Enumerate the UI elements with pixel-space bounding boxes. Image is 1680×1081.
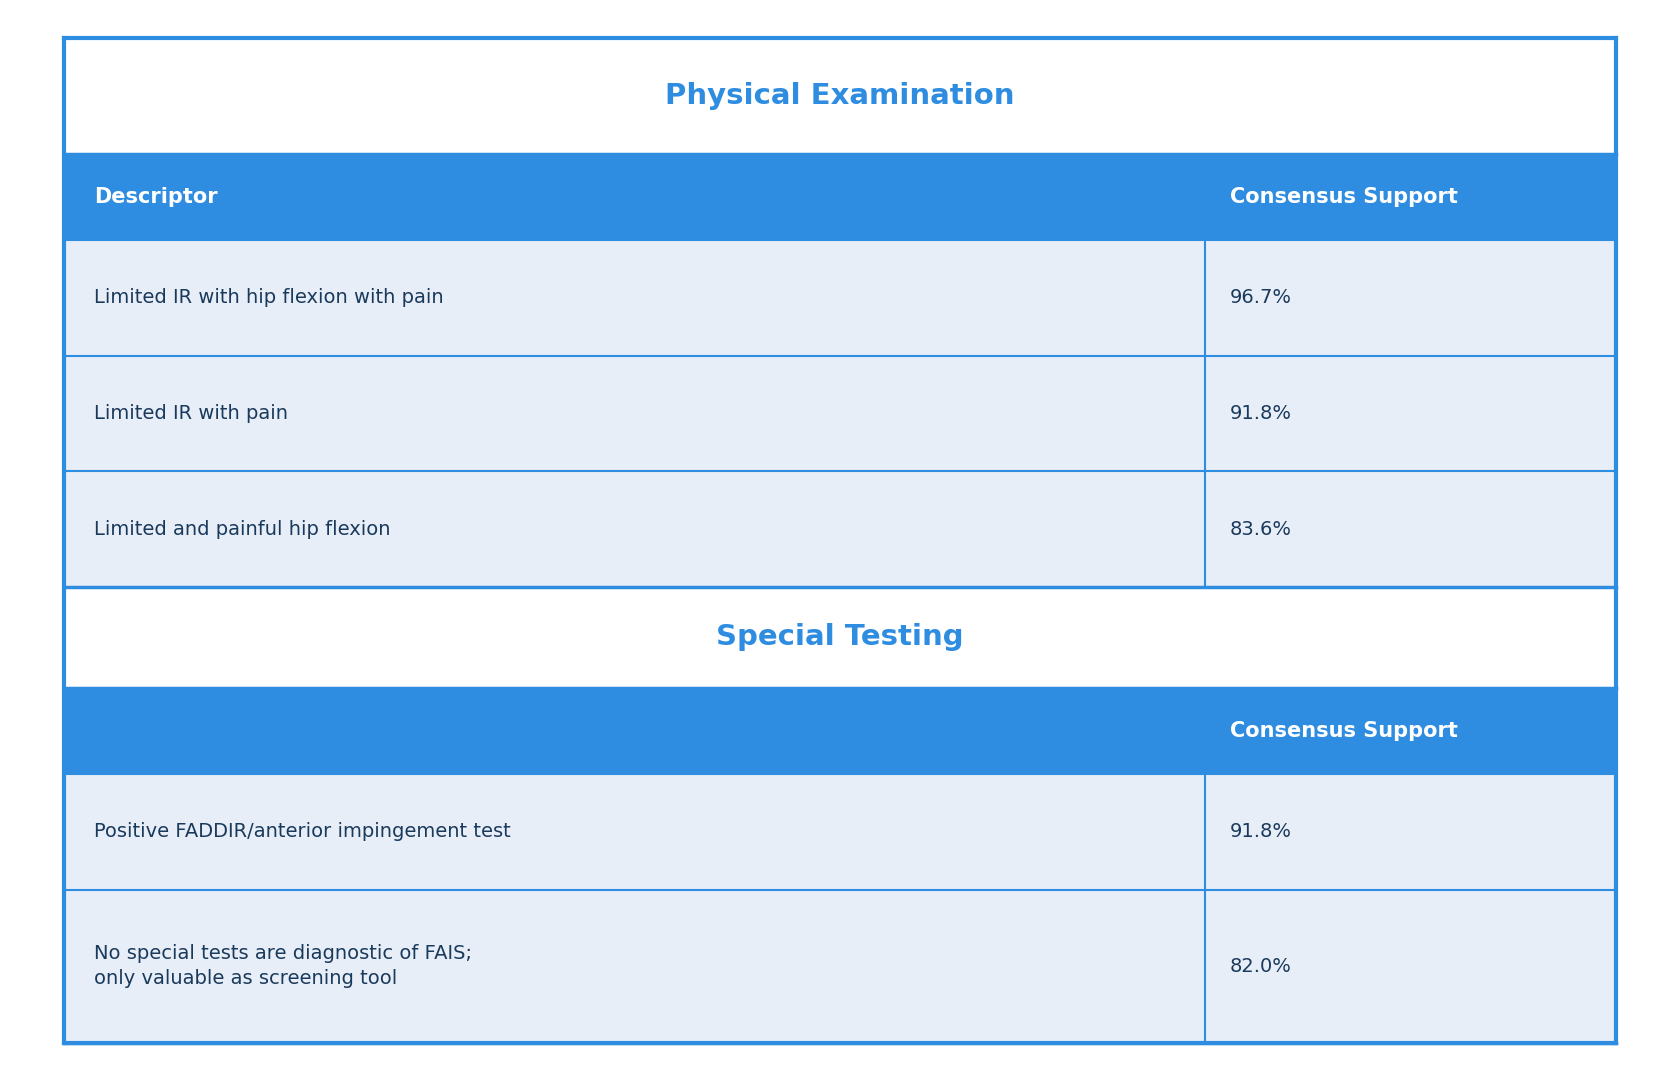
Bar: [64, 240, 1616, 356]
Text: No special tests are diagnostic of FAIS;
only valuable as screening tool: No special tests are diagnostic of FAIS;…: [94, 945, 472, 988]
Text: Consensus Support: Consensus Support: [1230, 721, 1458, 740]
Text: Descriptor: Descriptor: [94, 187, 218, 206]
Text: 91.8%: 91.8%: [1230, 823, 1292, 841]
Bar: [64, 356, 1616, 471]
Bar: [64, 688, 1616, 774]
Text: Consensus Support: Consensus Support: [1230, 187, 1458, 206]
Bar: [64, 587, 1616, 688]
Bar: [64, 38, 1616, 154]
Text: 83.6%: 83.6%: [1230, 520, 1292, 538]
Text: 96.7%: 96.7%: [1230, 289, 1292, 307]
Bar: [64, 154, 1616, 240]
Bar: [64, 890, 1616, 1043]
Bar: [64, 774, 1616, 890]
Text: 91.8%: 91.8%: [1230, 404, 1292, 423]
Text: 82.0%: 82.0%: [1230, 957, 1292, 976]
Text: Limited IR with hip flexion with pain: Limited IR with hip flexion with pain: [94, 289, 444, 307]
Bar: [64, 471, 1616, 587]
Text: Physical Examination: Physical Examination: [665, 82, 1015, 109]
Text: Limited IR with pain: Limited IR with pain: [94, 404, 287, 423]
Text: Special Testing: Special Testing: [716, 624, 964, 652]
Text: Positive FADDIR/anterior impingement test: Positive FADDIR/anterior impingement tes…: [94, 823, 511, 841]
Text: Limited and painful hip flexion: Limited and painful hip flexion: [94, 520, 390, 538]
